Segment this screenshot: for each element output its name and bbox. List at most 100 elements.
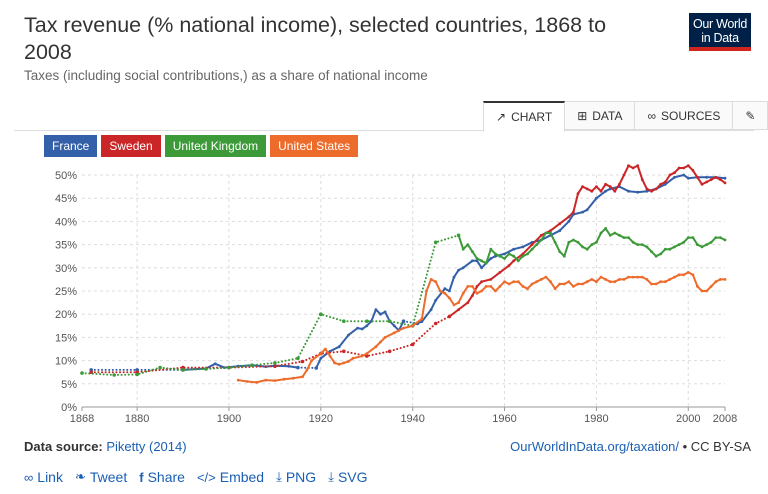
data-point-united-states xyxy=(264,378,268,382)
data-point-united-kingdom xyxy=(622,236,626,239)
data-point-united-kingdom xyxy=(576,240,580,244)
y-tick-label: 15% xyxy=(55,332,77,344)
tab-data[interactable]: ⊞ DATA xyxy=(565,101,636,130)
data-point-france xyxy=(347,333,350,337)
png-download-button[interactable]: ⤓ PNG xyxy=(276,469,316,485)
data-point-sweden xyxy=(631,166,635,170)
data-point-france xyxy=(512,247,516,251)
data-point-united-states xyxy=(553,287,557,291)
data-point-united-kingdom xyxy=(618,233,621,237)
data-point-united-kingdom xyxy=(516,259,520,263)
data-point-united-kingdom xyxy=(273,361,277,365)
data-point-united-kingdom xyxy=(572,238,575,242)
tweet-button[interactable]: ❧ Tweet xyxy=(75,469,127,485)
data-point-united-states xyxy=(489,285,493,288)
data-point-united-states xyxy=(668,278,672,281)
embed-button[interactable]: </> Embed xyxy=(197,469,264,485)
logo-accent-bar xyxy=(689,47,751,51)
data-point-united-states xyxy=(434,280,438,284)
data-point-france xyxy=(452,275,456,279)
logo-text-line-2: in Data xyxy=(701,31,739,45)
data-point-sweden xyxy=(572,210,575,214)
data-point-united-kingdom xyxy=(544,231,548,235)
data-point-united-states xyxy=(425,289,428,293)
data-point-united-kingdom xyxy=(471,250,474,253)
data-point-france xyxy=(489,257,493,260)
data-point-france xyxy=(585,208,589,212)
data-point-united-kingdom xyxy=(494,252,497,256)
data-point-united-states xyxy=(337,362,341,366)
data-source-link[interactable]: Piketty (2014) xyxy=(106,439,187,454)
data-point-united-kingdom xyxy=(590,243,594,246)
data-point-united-states xyxy=(236,378,240,382)
data-point-united-states xyxy=(310,359,313,362)
data-point-united-kingdom xyxy=(677,243,681,246)
data-point-united-kingdom xyxy=(686,236,690,239)
series-line-united-kingdom xyxy=(81,234,460,376)
data-point-sweden xyxy=(489,278,493,281)
data-point-sweden xyxy=(622,173,626,177)
data-point-france xyxy=(682,173,686,177)
data-point-united-kingdom xyxy=(489,247,493,251)
data-point-sweden xyxy=(471,294,474,297)
data-point-united-states xyxy=(305,368,309,372)
y-tick-label: 10% xyxy=(55,356,77,368)
data-point-united-states xyxy=(691,273,695,277)
data-point-sweden xyxy=(466,301,470,304)
data-point-united-kingdom xyxy=(80,371,84,375)
data-point-united-states xyxy=(448,296,451,300)
tab-chart[interactable]: ↗ CHART xyxy=(483,101,566,132)
legend-item-united-states[interactable]: United States xyxy=(270,135,359,157)
data-point-united-kingdom xyxy=(387,319,392,323)
data-point-france xyxy=(379,312,382,316)
data-point-united-kingdom xyxy=(696,243,699,246)
data-point-france xyxy=(475,259,479,263)
data-point-united-states xyxy=(613,280,617,284)
data-point-sweden xyxy=(410,342,415,347)
taxation-page-link[interactable]: OurWorldInData.org/taxation/ xyxy=(510,439,680,454)
data-point-united-states xyxy=(535,280,539,284)
data-point-united-states xyxy=(677,273,681,277)
legend-item-united-kingdom[interactable]: United Kingdom xyxy=(164,135,267,157)
our-world-in-data-logo[interactable]: Our World in Data xyxy=(689,13,751,51)
tab-edit[interactable]: ✎ xyxy=(733,101,768,130)
data-point-sweden xyxy=(595,185,598,188)
data-point-united-states xyxy=(516,280,520,284)
data-point-france xyxy=(319,356,323,360)
data-point-united-states xyxy=(301,375,304,379)
y-tick-label: 45% xyxy=(55,193,77,205)
logo-text-line-1: Our World xyxy=(692,17,748,31)
data-point-united-kingdom xyxy=(581,245,584,249)
facebook-icon: f xyxy=(139,469,144,485)
data-point-sweden xyxy=(719,178,722,181)
tab-sources[interactable]: ∞ SOURCES xyxy=(635,101,734,130)
y-tick-label: 0% xyxy=(61,402,77,414)
data-point-france xyxy=(494,254,497,258)
view-tabs: ↗ CHART ⊞ DATA ∞ SOURCES ✎ xyxy=(483,101,768,132)
data-point-sweden xyxy=(457,308,460,311)
data-point-sweden xyxy=(659,182,663,186)
series-line-sweden xyxy=(90,315,451,374)
data-point-united-states xyxy=(723,278,727,281)
data-point-sweden xyxy=(618,182,621,186)
data-point-united-kingdom xyxy=(158,365,162,370)
data-point-france xyxy=(401,319,406,323)
data-point-united-states xyxy=(461,291,465,295)
twitter-icon: ❧ xyxy=(74,469,86,484)
y-tick-label: 25% xyxy=(55,286,77,298)
data-point-united-states xyxy=(700,289,704,293)
share-button[interactable]: f Share xyxy=(139,469,185,485)
data-point-united-kingdom xyxy=(549,231,552,235)
x-tick-label: 1880 xyxy=(125,413,149,425)
svg-download-button[interactable]: ⤓ SVG xyxy=(328,469,367,485)
legend-item-france[interactable]: France xyxy=(44,135,98,157)
data-point-united-kingdom xyxy=(498,254,502,258)
legend-item-sweden[interactable]: Sweden xyxy=(101,135,161,157)
data-point-sweden xyxy=(480,280,483,284)
data-point-united-states xyxy=(640,275,644,279)
data-point-united-kingdom xyxy=(250,363,254,367)
tab-chart-label: CHART xyxy=(511,110,553,124)
link-button[interactable]: ∞ Link xyxy=(24,469,63,485)
data-point-sweden xyxy=(475,285,479,288)
data-point-sweden xyxy=(645,187,649,191)
